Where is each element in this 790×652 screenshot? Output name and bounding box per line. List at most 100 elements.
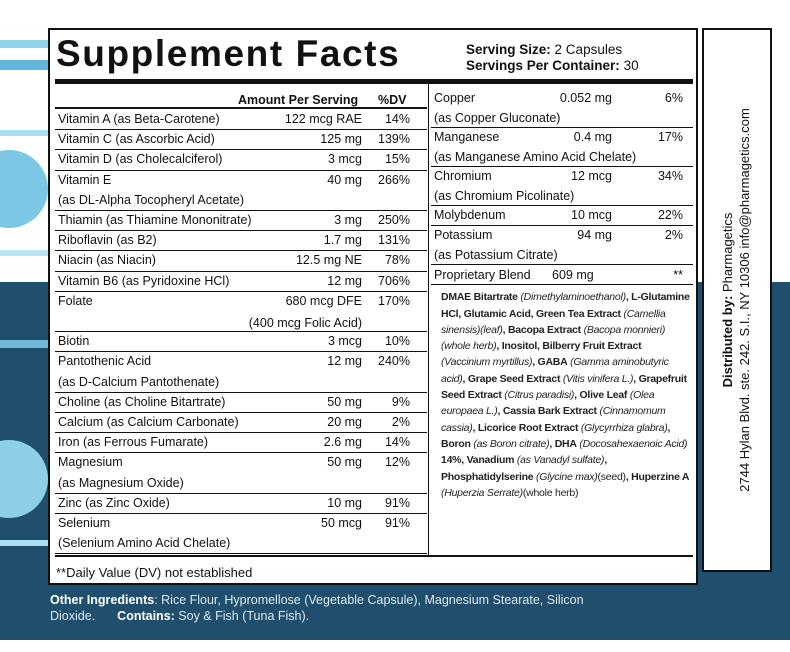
title-rule	[55, 79, 693, 84]
distributor-name: Pharmagetics	[720, 212, 735, 293]
ingredient: (Olea europaea L.)	[441, 389, 655, 418]
nutrient-name: Vitamin A (as Beta-Carotene)	[58, 112, 220, 126]
title: Supplement Facts	[56, 33, 401, 74]
nutrient-name: Biotin	[58, 334, 90, 349]
footer-rule	[55, 555, 693, 557]
ingredient: , L-Glutamine HCl, Glutamic Acid, Green …	[441, 291, 690, 320]
nutrient-name: Vitamin B6 (as Pyridoxine HCl)	[58, 273, 230, 288]
nutrient-name: Thiamin (as Thiamine Mononitrate)	[58, 213, 252, 227]
row-rule	[55, 553, 427, 555]
nutrient-amount: 122 mcg RAE	[284, 112, 362, 126]
ingredient: (Docosahexaenoic Acid)	[576, 437, 688, 450]
nutrient-name: Vitamin D (as Cholecalciferol)	[58, 152, 223, 167]
contains-text: Soy & Fish (Tuna Fish).	[178, 609, 310, 623]
ingredient: , DHA	[549, 437, 577, 450]
row-rule	[55, 452, 427, 454]
distributor-address: 2744 Hylan Blvd. ste. 242. S.I., NY 1030…	[737, 108, 752, 492]
column-header: Amount Per Serving	[238, 93, 359, 107]
nutrient-name: Zinc (as Zinc Oxide)	[58, 495, 170, 510]
serving-size: 2 Capsules	[554, 42, 623, 57]
ingredient: , Olive Leaf	[574, 389, 628, 402]
ingredient: (Dimethylaminoethanol)	[517, 291, 626, 304]
ingredient: , Boron	[441, 421, 671, 450]
row-rule	[55, 129, 427, 131]
servings: 30	[623, 58, 639, 73]
nutrient-note: (as D-Calcium Pantothenate)	[58, 374, 220, 389]
row-rule	[55, 351, 427, 353]
ingredient: , Grapefruit Seed Extract	[441, 372, 687, 402]
ingredient: (Citrus paradisi)	[501, 389, 575, 402]
row-rule	[55, 107, 427, 109]
ingredient: (Vitis vinifera L.)	[560, 372, 634, 385]
deco	[0, 150, 48, 228]
row-rule	[55, 149, 427, 151]
nutrient-dv: 9%	[391, 394, 410, 409]
ingredient: (Huperzia Serrate)	[441, 486, 523, 499]
nutrient-dv: 22%	[657, 208, 683, 222]
ingredient: , Phosphatidylserine	[441, 454, 607, 483]
nutrient-name: Magnesium	[58, 455, 123, 470]
nutrient-name: Selenium	[58, 516, 111, 530]
nutrient-amount: 12.5 mg NE	[295, 253, 362, 268]
nutrient-dv: 250%	[378, 213, 410, 227]
contains-label: Contains:	[117, 609, 175, 623]
row-rule	[55, 230, 427, 232]
nutrient-dv: 34%	[657, 169, 683, 183]
nutrient-amount: 50 mg	[327, 455, 362, 470]
row-rule	[55, 290, 427, 292]
distributor-label: Distributed by:	[720, 295, 735, 388]
ingredient: , Bacopa Extract	[502, 323, 582, 336]
nutrient-name: Copper	[434, 91, 475, 105]
nutrient-name: Chromium	[434, 169, 492, 183]
ingredient: , GABA	[532, 356, 568, 369]
nutrient-note: (Selenium Amino Acid Chelate)	[58, 536, 231, 551]
nutrient-amount: 0.052 mg	[559, 91, 612, 105]
footnote: **Daily Value (DV) not established	[56, 565, 253, 580]
ingredient: , Huperzine A	[625, 470, 690, 483]
nutrient-note: (as DL-Alpha Tocopheryl Acetate)	[58, 192, 244, 207]
nutrient-amount: 125 mg	[320, 132, 362, 147]
row-rule	[55, 412, 427, 413]
ingredient: (Vaccinium myrtillus)	[441, 356, 533, 369]
amount-note: (400 mcg Folic Acid)	[248, 316, 362, 330]
nutrient-dv: 266%	[378, 172, 410, 187]
ingredient: (Bacopa monnieri)(whole herb)	[441, 323, 666, 353]
nutrient-amount: 2.6 mg	[323, 435, 362, 450]
ingredient: (whole herb)	[522, 486, 579, 499]
row-rule	[55, 210, 427, 211]
serving: Serving Size: 2 Capsules Servings Per Co…	[466, 42, 639, 74]
deco	[0, 130, 48, 136]
row-rule	[431, 264, 693, 266]
nutrient-note: (as Manganese Amino Acid Chelate)	[434, 149, 637, 164]
nutrient-dv: 10%	[384, 334, 410, 349]
ingredient: , Grape Seed Extract	[462, 372, 561, 385]
deco	[0, 60, 48, 70]
row-rule	[55, 270, 427, 272]
blend-amount: 609 mg	[552, 268, 594, 283]
ingredient: , Licorice Root Extract	[472, 421, 579, 434]
ingredient: (Gamma aminobutyric acid)	[441, 356, 669, 385]
other-ingredients-text: : Rice Flour, Hypromellose (Vegetable Ca…	[50, 593, 584, 623]
deco	[0, 250, 48, 256]
nutrient-dv: 17%	[657, 130, 683, 144]
column-header: %DV	[378, 93, 407, 107]
other-ingredients-label: Other Ingredients	[50, 593, 155, 607]
ingredient: (Glycine max)	[533, 470, 598, 483]
row-rule	[55, 391, 427, 393]
row-rule	[431, 225, 693, 227]
row-rule	[431, 127, 693, 128]
nutrient-amount: 40 mg	[327, 172, 362, 187]
nutrient-amount: 12 mcg	[571, 169, 612, 183]
nutrient-amount: 3 mcg	[327, 334, 362, 349]
column-divider	[428, 84, 429, 556]
nutrient-amount: 12 mg	[327, 273, 362, 288]
distributor-box	[702, 28, 772, 572]
nutrient-dv: 706%	[378, 273, 410, 288]
row-rule	[431, 205, 693, 206]
nutrient-name: Iron (as Ferrous Fumarate)	[58, 435, 209, 450]
nutrient-dv: 15%	[384, 152, 410, 167]
row-rule	[55, 169, 427, 171]
nutrient-dv: 6%	[664, 91, 683, 105]
nutrient-amount: 1.7 mg	[323, 233, 362, 248]
